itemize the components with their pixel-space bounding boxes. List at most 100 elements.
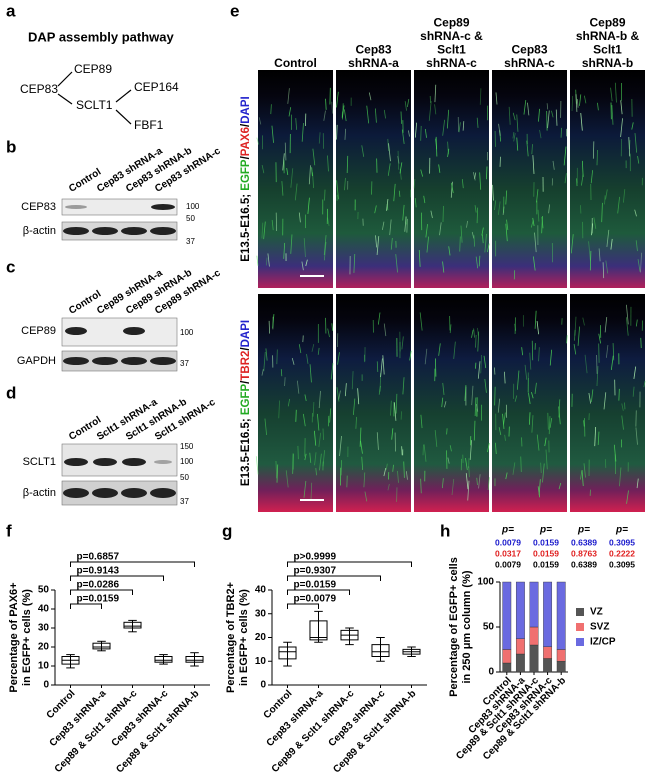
fiber <box>589 250 592 271</box>
row-label: CEP89 <box>21 325 56 337</box>
y-axis-label: in EGFP+ cells (%) <box>238 589 250 686</box>
fiber <box>270 104 272 115</box>
fiber <box>466 220 468 228</box>
fiber <box>474 172 477 179</box>
fiber <box>271 220 274 231</box>
fiber <box>473 420 476 441</box>
fiber <box>628 137 631 157</box>
fiber <box>261 369 264 376</box>
fiber <box>375 235 378 248</box>
fiber <box>368 92 372 101</box>
fiber <box>395 254 398 273</box>
fiber <box>275 460 278 479</box>
fiber <box>461 179 464 189</box>
p-value: p>0.9999 <box>294 552 337 563</box>
column-header: Cep83 <box>355 43 391 57</box>
significance-bracket <box>287 575 381 581</box>
fiber <box>486 166 488 180</box>
fiber <box>462 121 465 131</box>
x-tick-label: Cep83 shRNA-c <box>327 688 388 749</box>
panel-letter: e <box>230 1 239 20</box>
fiber <box>528 393 531 404</box>
legend-swatch <box>576 608 584 616</box>
p-label: p= <box>501 525 514 536</box>
fiber <box>391 428 394 440</box>
fiber <box>312 402 315 417</box>
fiber <box>477 361 481 379</box>
marker: 100 <box>180 457 194 466</box>
fiber <box>566 335 568 344</box>
fiber <box>497 201 501 215</box>
fiber <box>414 122 418 138</box>
fiber <box>502 413 505 429</box>
pathway-tree <box>57 71 132 125</box>
bar-segment <box>502 649 512 664</box>
fiber <box>505 472 508 480</box>
box <box>309 620 328 641</box>
y-axis-label: in EGFP+ cells (%) <box>21 589 33 686</box>
fiber <box>605 260 609 274</box>
fiber <box>376 361 379 372</box>
fiber <box>588 241 591 261</box>
y-tick-label: 40 <box>38 604 50 615</box>
fiber <box>516 370 520 390</box>
fiber <box>360 440 363 454</box>
panel-letter: a <box>6 1 16 20</box>
fiber <box>575 94 578 112</box>
fiber <box>447 457 450 464</box>
fiber <box>481 227 484 236</box>
p-value: 0.0079 <box>495 559 521 569</box>
fiber <box>538 108 540 122</box>
pathway-node: CEP89 <box>74 62 112 76</box>
fiber <box>588 393 592 404</box>
row-label-part: / <box>240 123 252 127</box>
fiber <box>318 132 321 144</box>
fiber <box>548 204 550 214</box>
fiber <box>534 232 537 253</box>
blot-d: Control Sclt1 shRNA-a Sclt1 shRNA-b Sclt… <box>23 397 218 506</box>
fiber <box>307 197 310 214</box>
fiber <box>314 452 317 466</box>
p-value: 0.2222 <box>609 548 635 558</box>
fiber <box>430 210 433 219</box>
micrograph-bg <box>414 294 489 512</box>
fiber <box>598 333 602 344</box>
y-tick-label: 50 <box>483 622 495 633</box>
fiber <box>330 362 334 380</box>
micrograph-bg <box>492 70 567 288</box>
fiber <box>420 478 422 494</box>
y-tick-label: 30 <box>255 608 267 619</box>
marker: 37 <box>186 237 195 246</box>
fiber <box>395 393 398 414</box>
fiber <box>271 125 274 143</box>
fiber <box>405 471 408 480</box>
fiber <box>401 129 405 145</box>
fiber <box>597 431 600 445</box>
fiber <box>435 136 438 157</box>
fiber <box>327 328 330 338</box>
fiber <box>323 110 326 121</box>
fiber <box>469 440 472 460</box>
fiber <box>619 467 622 487</box>
fiber <box>393 183 396 202</box>
column-header: Sclt1 <box>593 43 622 57</box>
fiber <box>631 122 634 130</box>
fiber <box>420 125 422 141</box>
fiber <box>464 384 467 401</box>
fiber <box>625 317 629 336</box>
fiber <box>538 347 540 362</box>
fiber <box>471 231 475 239</box>
fiber <box>387 483 390 491</box>
fiber <box>325 98 327 110</box>
fiber <box>549 349 553 366</box>
bar-segment <box>543 581 553 648</box>
fiber <box>548 416 551 435</box>
fiber <box>383 109 386 119</box>
row-label: GAPDH <box>17 355 56 367</box>
fiber <box>626 490 629 504</box>
fiber <box>476 477 478 486</box>
fiber <box>290 234 293 254</box>
fiber <box>357 388 360 405</box>
bar-segment <box>543 646 553 659</box>
fiber <box>505 190 508 205</box>
